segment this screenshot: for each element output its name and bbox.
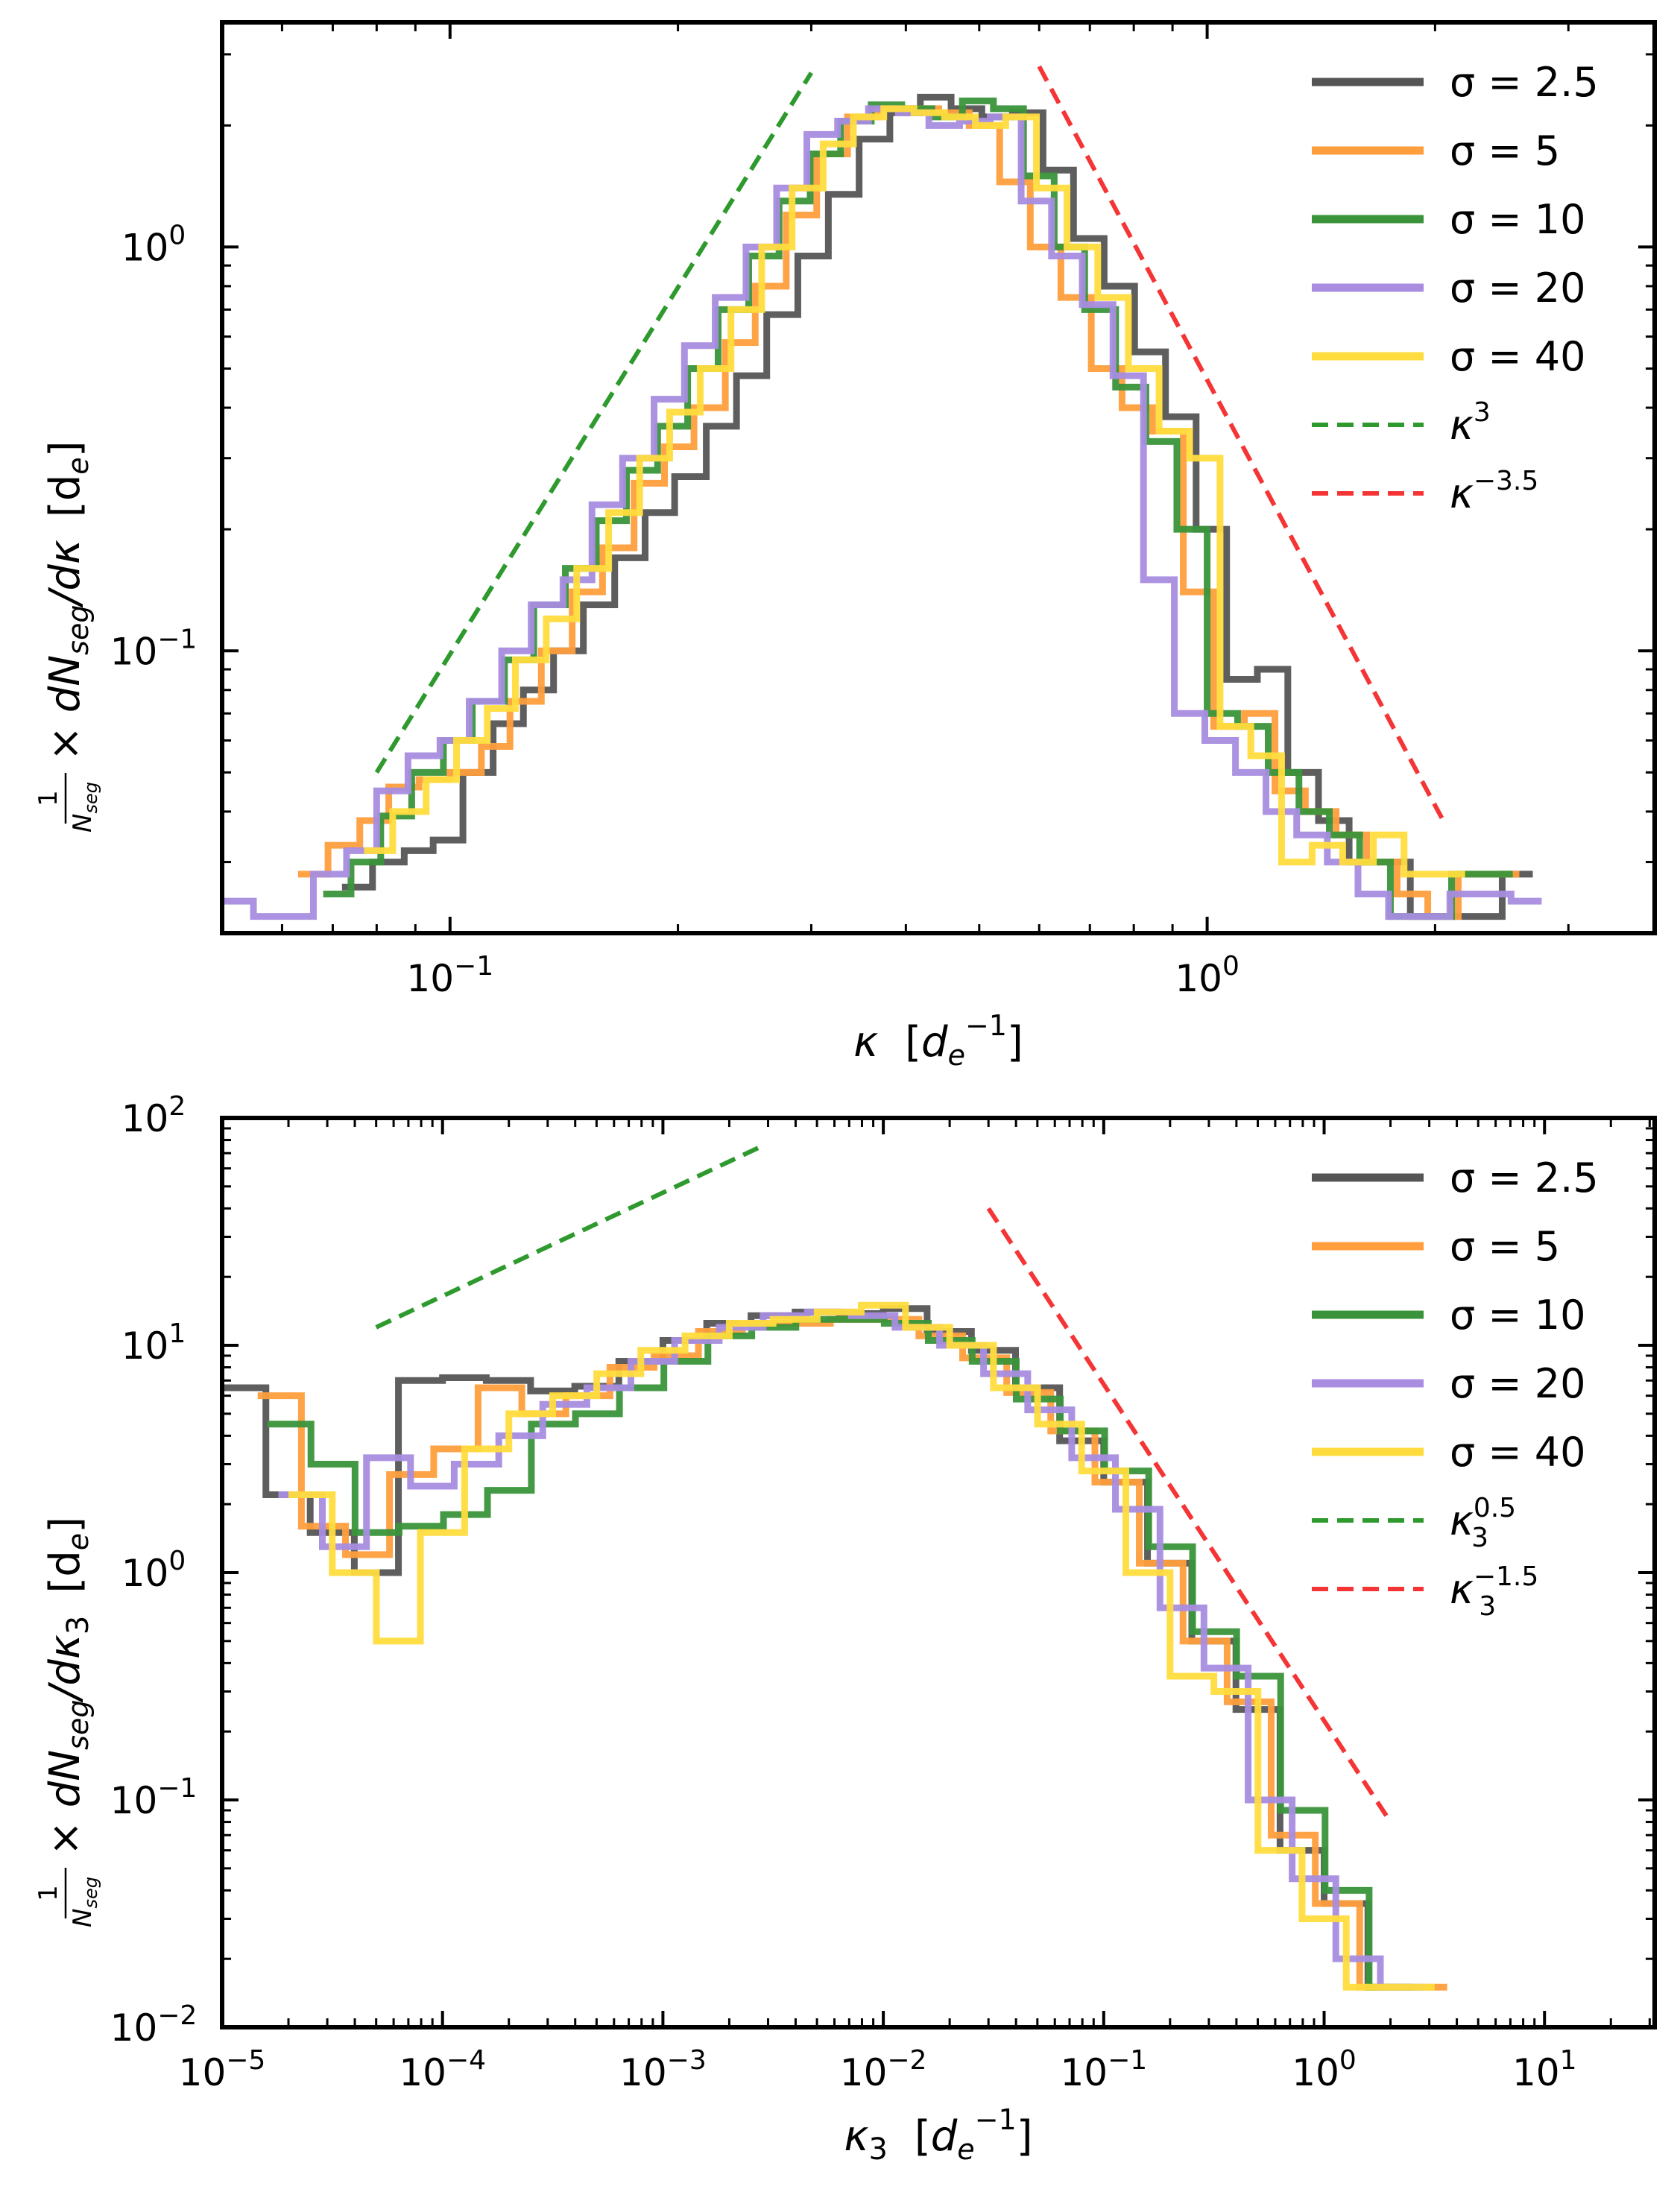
legend-label-series-4: σ = 20 <box>1450 265 1586 312</box>
legend-label-reference-1: κ3 <box>1450 397 1491 449</box>
legend-label-series-4: σ = 20 <box>1450 1360 1586 1407</box>
reference-line-1 <box>374 72 813 774</box>
y-tick-label: 10−2 <box>110 2000 198 2050</box>
legend-label-reference-2: κ−1.5 3 <box>1450 1561 1538 1622</box>
x-tick-label: 10−1 <box>406 951 493 1000</box>
y-tick-label: 10−1 <box>110 624 198 673</box>
plot-area <box>222 1144 1447 1991</box>
y-label-frac-num: 1 <box>34 790 63 806</box>
legend-label-series-5: σ = 40 <box>1450 333 1586 380</box>
series-5-step-line <box>288 1301 1435 1991</box>
x-tick-label: 10−3 <box>619 2045 707 2094</box>
legend-label-reference-2: κ−3.5 <box>1450 466 1538 517</box>
y-label-body: × dNseg/dκ[de] <box>41 440 95 761</box>
legend-label-series-3: σ = 10 <box>1450 1292 1586 1339</box>
reference-line-2 <box>986 1207 1393 1824</box>
series-5-step-line <box>364 105 1465 878</box>
x-tick-label: 10−4 <box>399 2045 486 2094</box>
y-label-frac-den: Nseg <box>68 782 101 833</box>
reference-line-2 <box>1037 65 1445 822</box>
legend-label-series-2: σ = 5 <box>1450 1223 1560 1270</box>
y-label-body: × dNseg/dκ3[de] <box>41 1517 95 1856</box>
x-axis-label: κ3 [de−1] <box>844 2103 1032 2167</box>
y-tick-label: 102 <box>121 1091 186 1140</box>
x-tick-label: 10−5 <box>179 2045 266 2094</box>
series-3-step-line <box>267 1315 1413 1991</box>
y-label-frac-den: Nseg <box>68 1877 101 1927</box>
x-tick-label: 100 <box>1175 951 1240 1000</box>
y-tick-label: 10−1 <box>110 1773 198 1822</box>
y-label-frac-num: 1 <box>34 1885 63 1901</box>
bottom-panel: 10−5 10−4 10−3 10−2 10−1 100 101 10−2 10−1 100 101… <box>34 1091 1657 2167</box>
legend-label-series-1: σ = 2.5 <box>1450 1154 1599 1201</box>
legend: σ = 2.5 σ = 5 σ = 10 σ = 20 σ = 40 κ0.5 3 κ−1.5… <box>1312 1154 1599 1622</box>
y-tick-label: 100 <box>121 1546 186 1595</box>
y-tick-label: 100 <box>121 220 186 269</box>
legend-label-series-2: σ = 5 <box>1450 127 1560 174</box>
axes-frame <box>220 20 1657 935</box>
minor-ticks <box>222 1118 1655 2027</box>
top-panel: 10−1 100 10−1 100 κ [de−1] 1 Nseg × dNseg/dκ[de]… <box>34 20 1657 1072</box>
legend-label-series-1: σ = 2.5 <box>1450 59 1599 106</box>
y-axis-label: 1 Nseg × dNseg/dκ[de] <box>34 440 101 833</box>
legend: σ = 2.5 σ = 5 σ = 10 σ = 20 σ = 40 κ3 κ−3.5 <box>1312 59 1599 517</box>
x-tick-label: 100 <box>1292 2045 1357 2094</box>
x-tick-label: 10−1 <box>1060 2045 1147 2094</box>
legend-label-series-3: σ = 10 <box>1450 196 1586 243</box>
legend-label-series-5: σ = 40 <box>1450 1429 1586 1476</box>
x-axis-label: κ [de−1] <box>853 1009 1023 1072</box>
y-tick-label: 101 <box>121 1318 186 1368</box>
reference-line-1 <box>375 1144 762 1330</box>
y-axis-label: 1 Nseg × dNseg/dκ3[de] <box>34 1517 101 1927</box>
x-tick-label: 101 <box>1512 2045 1577 2094</box>
minor-ticks <box>222 22 1655 933</box>
x-tick-label: 10−2 <box>840 2045 927 2094</box>
legend-label-reference-1: κ0.5 3 <box>1450 1493 1516 1553</box>
plot-area <box>222 65 1542 920</box>
